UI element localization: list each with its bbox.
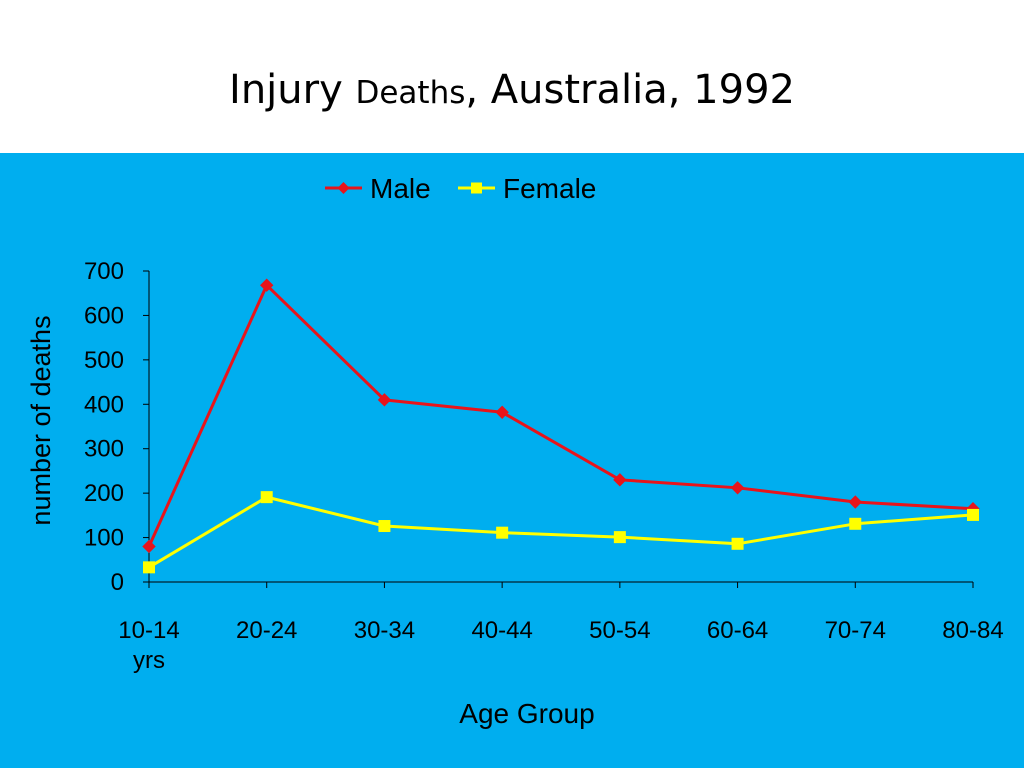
x-tick-label: 80-84: [942, 617, 1003, 644]
chart-area: 0 100 200 300 400 500 600 700 10-14 yrs 20-24 30-34…: [0, 153, 1024, 768]
x-tick-label: 30-34: [354, 617, 415, 644]
legend-marker: [337, 182, 350, 194]
data-point-female: [613, 531, 626, 544]
data-point-female: [143, 561, 155, 574]
legend-label: Male: [370, 173, 431, 204]
data-point-female: [849, 517, 862, 530]
data-point-female: [260, 491, 273, 504]
x-tick-label: 10-14 yrs: [118, 617, 179, 674]
y-tick-label: 0: [111, 569, 124, 596]
x-tick-label-line: 20-24: [236, 617, 297, 644]
title-part-1: Injury: [229, 67, 356, 113]
x-tick-label-line: 40-44: [471, 617, 532, 644]
data-point-female: [731, 537, 744, 550]
slide-title: Injury Deaths, Australia, 1992: [0, 64, 1024, 119]
x-tick-label-line: 60-64: [707, 617, 768, 644]
line-chart: 0 100 200 300 400 500 600 700 10-14 yrs 20-24 30-34…: [0, 153, 1024, 768]
x-tick-label: 20-24: [236, 617, 297, 644]
legend-marker: [471, 182, 482, 194]
legend-item-female: Female: [458, 173, 596, 204]
legend-item-male: Male: [325, 173, 431, 204]
x-tick-label-line: 80-84: [942, 617, 1003, 644]
title-bar: Injury Deaths, Australia, 1992: [0, 0, 1024, 153]
y-tick-label: 300: [84, 436, 124, 463]
data-point-male: [730, 481, 745, 495]
x-tick-label: 50-54: [589, 617, 650, 644]
data-point-male: [848, 495, 862, 509]
legend: Male Female: [325, 173, 596, 204]
data-point-female: [496, 526, 509, 539]
data-point-male: [613, 473, 627, 487]
y-axis-title: number of deaths: [26, 315, 56, 525]
data-point-male: [142, 539, 156, 554]
data-point-female: [967, 508, 979, 521]
data-point-female: [378, 520, 391, 533]
y-tick-label: 700: [84, 258, 124, 285]
series-line-female: [148, 495, 974, 569]
x-tick-label-line: 70-74: [825, 617, 886, 644]
x-tick-label: 40-44: [471, 617, 532, 644]
x-tick-label-line: 30-34: [354, 617, 415, 644]
data-point-male: [495, 405, 509, 419]
x-tick-label-line: 50-54: [589, 617, 650, 644]
x-tick-label-line: yrs: [133, 647, 165, 674]
y-tick-label: 400: [84, 391, 124, 418]
data-point-male: [260, 278, 274, 292]
title-part-2: Deaths: [355, 75, 466, 111]
x-tick-label-line: 10-14: [118, 617, 179, 644]
series-female: [143, 491, 979, 574]
y-tick-label: 500: [84, 347, 124, 374]
x-tick-label: 60-64: [707, 617, 768, 644]
y-tick-label: 600: [84, 302, 124, 329]
series-line-male: [147, 283, 974, 548]
x-axis-title: Age Group: [459, 698, 594, 729]
title-part-3: , Australia, 1992: [465, 67, 795, 113]
x-tick-label: 70-74: [825, 617, 886, 644]
chart-background: [0, 153, 1024, 768]
data-point-male: [377, 393, 392, 407]
y-tick-label: 100: [84, 525, 124, 552]
axes: [143, 270, 974, 588]
y-tick-label: 200: [84, 480, 124, 507]
legend-label: Female: [503, 173, 596, 204]
